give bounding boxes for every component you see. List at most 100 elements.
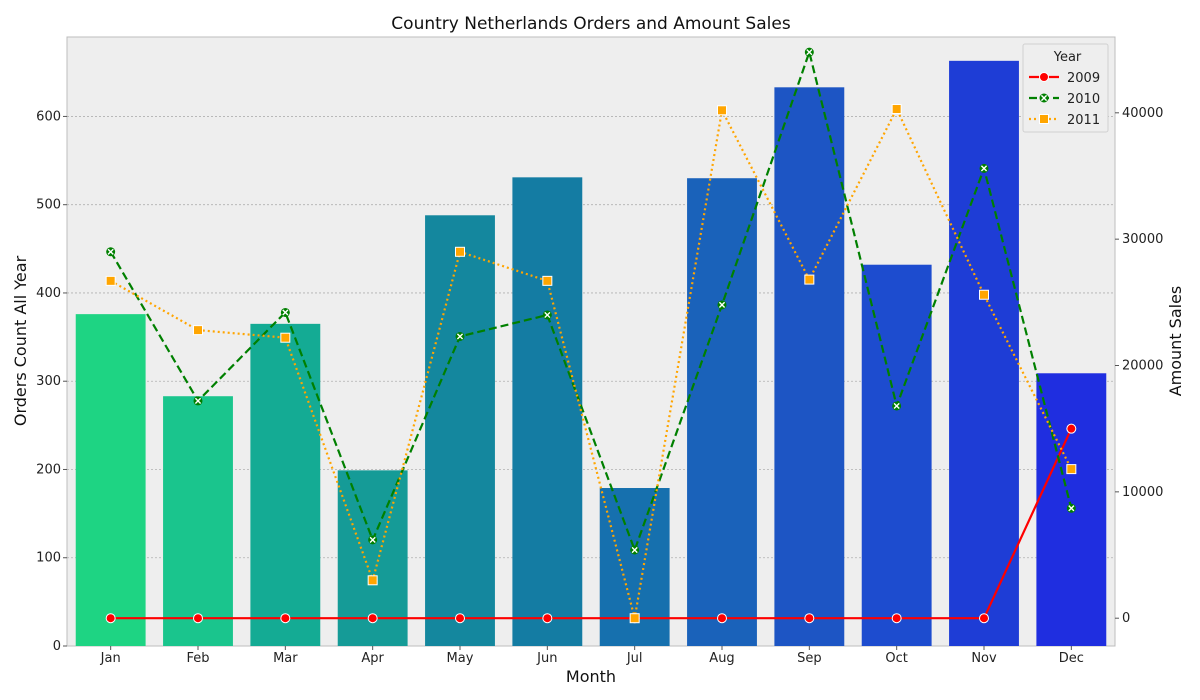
point-2010: [892, 401, 902, 411]
point-2011: [629, 613, 640, 624]
marker-cross: [369, 536, 376, 543]
point-2009: [804, 613, 815, 624]
bar-oct: [861, 264, 932, 646]
point-2011: [105, 275, 116, 286]
point-2011: [367, 575, 378, 586]
y-tick-label: 200: [36, 462, 61, 477]
axes: Jan Feb Mar Apr May Jun Jul Aug Sep Oct Nov Dec 0 100…: [36, 106, 1163, 666]
x-axis-title: Month: [566, 667, 616, 686]
point-2009: [979, 613, 989, 624]
point-2011: [979, 289, 989, 300]
marker-cross: [1068, 505, 1075, 512]
legend: Year 2009 2010 2011: [1022, 43, 1109, 133]
x-tick-label: Apr: [361, 651, 384, 666]
marker-cross: [718, 301, 726, 308]
x-tick-label: Nov: [971, 651, 997, 666]
marker-cross: [806, 49, 813, 56]
legend-label-2011: 2011: [1067, 113, 1100, 128]
point-2011: [280, 332, 291, 343]
line-series: [105, 47, 1077, 624]
bar-jan: [75, 314, 146, 646]
y-tick-label: 500: [36, 198, 61, 213]
point-2010: [804, 47, 814, 57]
legend-label-2010: 2010: [1067, 92, 1100, 107]
y-tick-label: 300: [36, 374, 61, 389]
point-2011: [804, 274, 815, 285]
point-2010: [630, 545, 640, 555]
bar-series: [75, 60, 1107, 646]
y2-tick-label: 10000: [1122, 485, 1163, 500]
marker-cross: [282, 309, 289, 316]
point-2009: [367, 613, 378, 624]
plot-area: [66, 36, 1116, 647]
line-2010: [109, 48, 1073, 554]
x-tick-label: Feb: [186, 651, 209, 666]
x-tick-label: Jan: [100, 651, 121, 666]
legend-marker-2009: [1039, 72, 1049, 82]
y-tick-label: 0: [53, 639, 61, 654]
point-2011: [542, 275, 553, 286]
legend-marker-2011: [1039, 114, 1049, 124]
legend-title: Year: [1053, 50, 1082, 65]
y-tick-label: 400: [36, 286, 61, 301]
point-2011: [1066, 464, 1077, 475]
point-2009: [891, 613, 902, 624]
bar-aug: [687, 178, 757, 646]
x-tick-label: Mar: [273, 651, 298, 666]
y2-tick-label: 20000: [1122, 359, 1163, 374]
marker-cross: [631, 546, 638, 554]
point-2009: [542, 613, 553, 624]
point-2010: [193, 396, 203, 406]
point-2010: [542, 310, 552, 320]
y-tick-label: 100: [36, 551, 61, 566]
x-tick-label: May: [447, 651, 474, 666]
y2-tick-label: 40000: [1122, 106, 1163, 121]
y2-tick-label: 0: [1122, 611, 1130, 626]
legend-label-2009: 2009: [1067, 71, 1100, 86]
bar-jun: [512, 177, 583, 646]
point-2009: [280, 613, 291, 624]
marker-cross: [544, 311, 551, 319]
legend-box: [1022, 43, 1109, 133]
bar-mar: [250, 323, 321, 646]
point-2009: [455, 613, 465, 624]
marker-cross: [456, 333, 464, 340]
point-2010: [717, 300, 727, 310]
bar-sep: [774, 87, 845, 646]
y-tick-label: 600: [36, 109, 61, 124]
bar-may: [425, 215, 495, 646]
point-2009: [1066, 423, 1077, 434]
bar-nov: [949, 60, 1019, 646]
point-2011: [193, 325, 203, 336]
y-axis-title: Orders Count All Year: [11, 255, 30, 426]
point-2010: [979, 163, 989, 173]
y2-axis-title: Amount Sales: [1166, 286, 1185, 397]
point-2010: [106, 247, 116, 257]
point-2010: [1066, 503, 1076, 513]
x-tick-label: Jul: [626, 651, 643, 666]
bar-feb: [163, 396, 233, 646]
point-2011: [717, 105, 727, 116]
point-2011: [455, 246, 465, 257]
marker-cross: [194, 397, 202, 404]
point-2010: [368, 535, 378, 545]
legend-marker-2010: [1039, 93, 1049, 103]
y2-tick-label: 30000: [1122, 232, 1163, 247]
x-tick-label: Sep: [797, 651, 822, 666]
x-tick-label: Oct: [885, 651, 907, 666]
marker-cross: [107, 248, 114, 255]
chart-title: Country Netherlands Orders and Amount Sa…: [391, 14, 791, 34]
point-2011: [891, 104, 902, 115]
marker-cross: [980, 165, 988, 172]
gridlines: [67, 116, 1115, 559]
point-2010: [455, 331, 465, 341]
marker-cross: [1040, 94, 1048, 102]
x-tick-label: Dec: [1059, 651, 1084, 666]
point-2009: [193, 613, 203, 624]
line-2009: [110, 428, 1073, 620]
point-2009: [717, 613, 727, 624]
point-2009: [105, 613, 116, 624]
marker-cross: [893, 402, 900, 410]
x-tick-label: Jun: [536, 651, 557, 666]
